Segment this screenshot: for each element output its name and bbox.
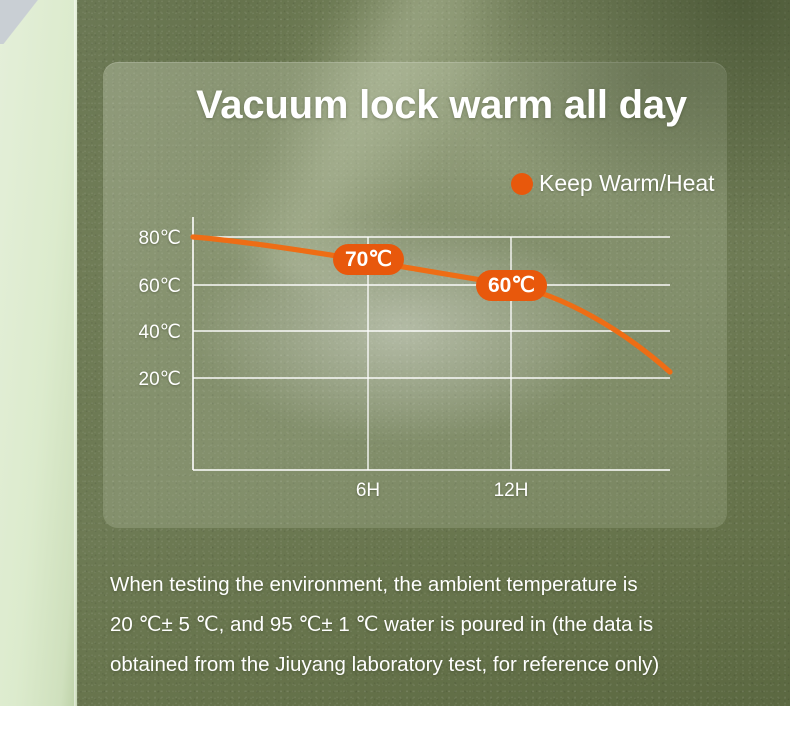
y-tick-label-20: 20℃ bbox=[138, 369, 181, 390]
bottom-white-strip bbox=[0, 706, 790, 731]
disclaimer-caption: When testing the environment, the ambien… bbox=[110, 565, 770, 685]
left-band-highlight-edge bbox=[74, 0, 78, 706]
x-tick-label-12h: 12H bbox=[493, 480, 529, 501]
legend-label: Keep Warm/Heat bbox=[539, 170, 715, 196]
background-wall bbox=[0, 0, 790, 706]
legend-dot-icon bbox=[511, 172, 533, 195]
page-title: Vacuum lock warm all day bbox=[196, 83, 687, 127]
data-label-70c: 70℃ bbox=[333, 244, 404, 275]
left-band-corner-decoration bbox=[0, 0, 64, 44]
data-label-60c: 60℃ bbox=[476, 270, 547, 301]
caption-line-2: 20 ℃± 5 ℃, and 95 ℃± 1 ℃ water is poured… bbox=[110, 613, 654, 636]
caption-line-1: When testing the environment, the ambien… bbox=[110, 573, 638, 596]
left-accent-band bbox=[0, 0, 77, 706]
x-tick-label-6h: 6H bbox=[355, 480, 381, 501]
chart-svg bbox=[190, 217, 673, 471]
temperature-chart: 80℃ 60℃ 40℃ 20℃ 6H 12H 70℃ 60℃ bbox=[103, 62, 727, 528]
chart-legend: Keep Warm/Heat bbox=[511, 170, 715, 197]
caption-line-3: obtained from the Jiuyang laboratory tes… bbox=[110, 653, 660, 676]
y-tick-label-80: 80℃ bbox=[138, 228, 181, 249]
y-tick-label-40: 40℃ bbox=[138, 322, 181, 343]
y-tick-label-60: 60℃ bbox=[138, 276, 181, 297]
chart-glass-card: Vacuum lock warm all day Keep Warm/Heat bbox=[103, 62, 727, 528]
series-line-keep-warm-heat bbox=[190, 234, 673, 375]
